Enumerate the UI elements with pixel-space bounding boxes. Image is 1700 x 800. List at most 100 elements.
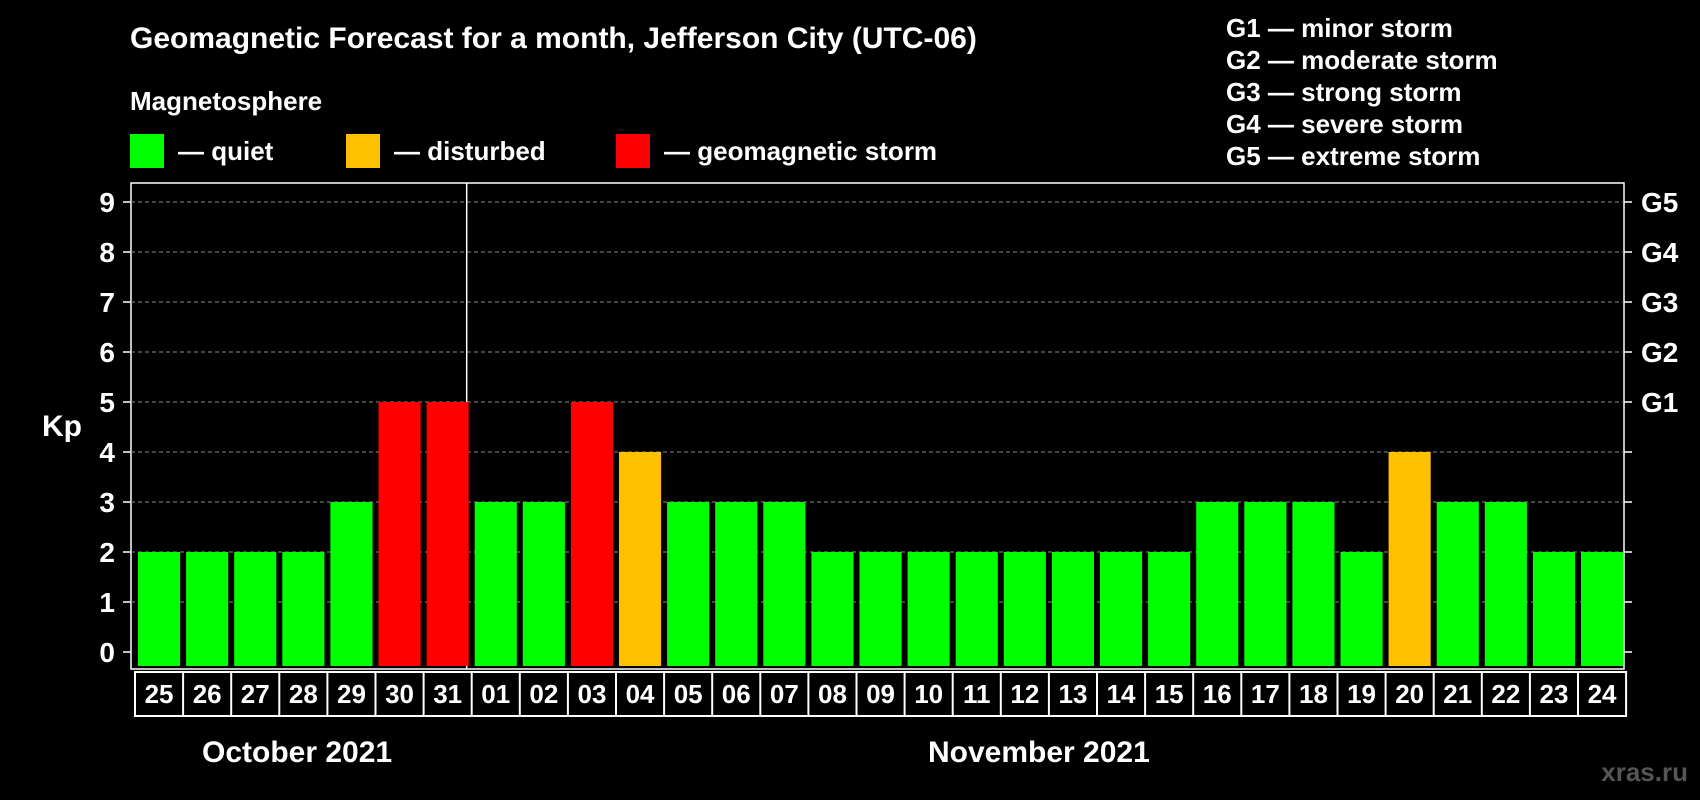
- kp-bar: [811, 552, 854, 666]
- quiet-swatch: [130, 134, 164, 168]
- date-label: 04: [626, 679, 655, 709]
- legend-item-disturbed: — disturbed: [346, 134, 546, 168]
- y-tick-label: 6: [99, 337, 115, 368]
- kp-bar: [330, 502, 373, 666]
- legend-item-quiet: — quiet: [130, 134, 273, 168]
- date-label: 19: [1347, 679, 1376, 709]
- kp-bar: [282, 552, 325, 666]
- chart-title: Geomagnetic Forecast for a month, Jeffer…: [130, 22, 977, 55]
- kp-bar: [1340, 552, 1383, 666]
- date-label: 23: [1539, 679, 1568, 709]
- scale-g3: G3 — strong storm: [1226, 77, 1462, 107]
- date-label: 01: [481, 679, 510, 709]
- kp-bar: [378, 402, 421, 666]
- date-label: 06: [722, 679, 751, 709]
- date-label: 11: [963, 679, 991, 709]
- kp-bar: [667, 502, 710, 666]
- date-label: 28: [289, 679, 318, 709]
- date-label: 17: [1251, 679, 1280, 709]
- kp-bar: [1581, 552, 1624, 666]
- date-label: 20: [1395, 679, 1424, 709]
- date-label: 08: [818, 679, 847, 709]
- kp-bar: [859, 552, 902, 666]
- watermark: xras.ru: [1601, 757, 1688, 787]
- date-label: 10: [914, 679, 943, 709]
- y-tick-label: 9: [99, 187, 115, 218]
- kp-bar: [522, 502, 565, 666]
- date-label: 12: [1010, 679, 1039, 709]
- date-label: 14: [1107, 679, 1136, 709]
- kp-bar: [1484, 502, 1527, 666]
- scale-g4: G4 — severe storm: [1226, 109, 1464, 139]
- kp-bar: [138, 552, 181, 666]
- kp-bar: [619, 452, 662, 666]
- y-tick-label: 2: [99, 537, 115, 568]
- kp-bar: [1388, 452, 1431, 666]
- storm-swatch: [616, 134, 650, 168]
- date-label: 05: [674, 679, 703, 709]
- date-label: 18: [1299, 679, 1328, 709]
- right-axis-label-g1: G1: [1641, 387, 1678, 418]
- date-label: 25: [145, 679, 174, 709]
- date-label: 26: [193, 679, 222, 709]
- y-tick-label: 7: [99, 287, 115, 318]
- y-tick-label: 1: [99, 587, 115, 618]
- right-axis-label-g4: G4: [1641, 237, 1679, 268]
- legend-label-storm: — geomagnetic storm: [664, 135, 938, 166]
- kp-bar: [1051, 552, 1094, 666]
- kp-bar: [1196, 502, 1239, 666]
- right-axis-label-g5: G5: [1641, 187, 1678, 218]
- y-tick-label: 4: [99, 437, 115, 468]
- kp-bar: [1003, 552, 1046, 666]
- kp-bar: [186, 552, 229, 666]
- date-label: 07: [770, 679, 799, 709]
- date-label: 29: [337, 679, 366, 709]
- legend-heading: Magnetosphere: [130, 86, 323, 116]
- plot-frame: [130, 182, 1625, 670]
- legend-label-quiet: — quiet: [178, 135, 274, 166]
- month-label-october: October 2021: [202, 736, 393, 769]
- kp-bar: [570, 402, 613, 666]
- y-tick-label: 8: [99, 237, 115, 268]
- y-tick-label: 5: [99, 387, 115, 418]
- date-label: 03: [577, 679, 606, 709]
- y-axis-label: Kp: [42, 410, 82, 443]
- month-label-november: November 2021: [928, 736, 1150, 769]
- kp-bar: [1100, 552, 1143, 666]
- disturbed-swatch: [346, 134, 380, 168]
- right-axis-label-g2: G2: [1641, 337, 1678, 368]
- date-label: 09: [866, 679, 895, 709]
- scale-g5: G5 — extreme storm: [1226, 141, 1481, 171]
- kp-bar: [1292, 502, 1335, 666]
- kp-bar: [763, 502, 806, 666]
- date-label: 15: [1155, 679, 1184, 709]
- kp-bar: [1532, 552, 1575, 666]
- date-label: 13: [1058, 679, 1087, 709]
- right-axis-label-g3: G3: [1641, 287, 1678, 318]
- kp-bar: [907, 552, 950, 666]
- kp-bar: [1148, 552, 1191, 666]
- date-label: 02: [529, 679, 558, 709]
- y-tick-label: 3: [99, 487, 115, 518]
- date-label: 30: [385, 679, 414, 709]
- kp-bar: [1244, 502, 1287, 666]
- date-label: 22: [1491, 679, 1520, 709]
- date-label: 31: [433, 679, 462, 709]
- kp-bar: [715, 502, 758, 666]
- legend-label-disturbed: — disturbed: [394, 135, 546, 166]
- kp-bar: [1436, 502, 1479, 666]
- date-label: 24: [1588, 679, 1617, 709]
- y-tick-label: 0: [99, 637, 115, 668]
- kp-bar: [474, 502, 517, 666]
- kp-bar: [234, 552, 277, 666]
- date-label: 21: [1443, 679, 1472, 709]
- kp-bar: [426, 402, 469, 666]
- legend-item-storm: — geomagnetic storm: [616, 134, 937, 168]
- date-label: 27: [241, 679, 270, 709]
- scale-g2: G2 — moderate storm: [1226, 45, 1498, 75]
- date-label: 16: [1203, 679, 1232, 709]
- kp-bar: [955, 552, 998, 666]
- date-strip: [134, 671, 1628, 717]
- storm-scale-legend: G1 — minor storm G2 — moderate storm G3 …: [1226, 12, 1498, 172]
